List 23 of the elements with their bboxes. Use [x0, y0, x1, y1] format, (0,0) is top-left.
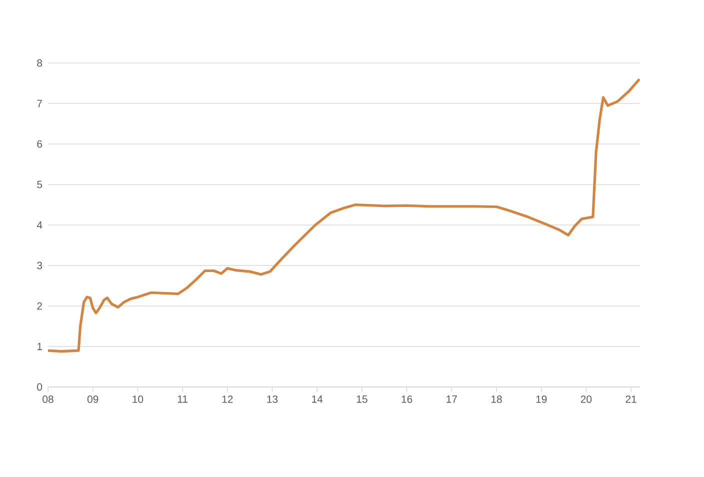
y-tick-label: 4 — [36, 221, 42, 229]
x-tick-label: 14 — [312, 396, 323, 403]
x-tick-label: 15 — [356, 396, 368, 403]
x-tick-label: 17 — [446, 396, 457, 403]
x-tick-label: 11 — [178, 396, 188, 403]
x-tick-label: 19 — [536, 396, 547, 403]
y-tick-label: 6 — [37, 140, 42, 148]
y-tick-label: 1 — [37, 342, 42, 350]
x-tick-label: 20 — [580, 396, 592, 403]
y-tick-label: 3 — [37, 262, 42, 270]
x-tick-label: 08 — [42, 396, 54, 403]
y-tick-label: 8 — [37, 59, 42, 67]
y-tick-label: 0 — [37, 383, 42, 391]
x-tick-label: 12 — [222, 396, 233, 403]
y-tick-label: 5 — [37, 180, 42, 188]
x-tick-label: 09 — [87, 396, 98, 403]
x-tick-label: 18 — [491, 396, 502, 403]
x-tick-label: 13 — [267, 396, 278, 403]
y-tick-label: 7 — [37, 100, 42, 108]
y-tick-label: 2 — [37, 302, 42, 310]
x-tick-label: 21 — [626, 396, 636, 403]
x-tick-label: 10 — [132, 396, 144, 403]
x-tick-label: 16 — [402, 396, 412, 403]
